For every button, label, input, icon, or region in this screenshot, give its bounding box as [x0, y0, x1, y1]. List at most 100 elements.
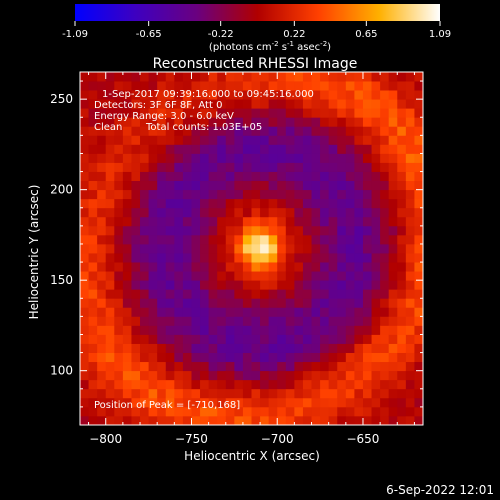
- heatmap-cell: [225, 198, 235, 209]
- heatmap-cell: [277, 207, 287, 218]
- plot-frame: [79, 71, 424, 426]
- heatmap-cell: [174, 253, 184, 263]
- heatmap-cell: [380, 352, 390, 363]
- heatmap-cell: [157, 126, 167, 136]
- heatmap-cell: [131, 370, 141, 381]
- heatmap-cell: [122, 289, 132, 299]
- heatmap-cell: [174, 225, 184, 236]
- heatmap-cell: [371, 289, 381, 299]
- heatmap-cell: [105, 144, 115, 154]
- heatmap-cell: [208, 135, 218, 145]
- heatmap-cell: [191, 216, 201, 227]
- heatmap-cell: [414, 361, 423, 372]
- heatmap-cell: [294, 171, 304, 182]
- heatmap-cell: [122, 144, 132, 154]
- heatmap-cell: [97, 126, 107, 136]
- heatmap-cell: [268, 262, 278, 272]
- heatmap-cell: [277, 415, 287, 425]
- heatmap-cell: [311, 262, 321, 272]
- heatmap-cell: [140, 280, 150, 290]
- heatmap-cell: [371, 189, 381, 200]
- heatmap-cell: [122, 99, 132, 109]
- heatmap-cell: [191, 325, 201, 335]
- heatmap-cell: [337, 117, 347, 127]
- heatmap-cell: [97, 81, 107, 91]
- heatmap-cell: [294, 316, 304, 326]
- heatmap-cell: [114, 135, 124, 145]
- heatmap-cell: [302, 316, 312, 326]
- heatmap-cell: [397, 126, 407, 136]
- heatmap-cell: [165, 289, 175, 299]
- heatmap-cell: [131, 171, 141, 182]
- heatmap-cell: [260, 361, 270, 372]
- heatmap-cell: [405, 144, 415, 154]
- heatmap-cell: [337, 171, 347, 182]
- heatmap-cell: [371, 216, 381, 227]
- heatmap-cell: [88, 234, 98, 245]
- heatmap-cell: [380, 298, 390, 308]
- heatmap-cell: [88, 171, 98, 182]
- heatmap-cell: [131, 135, 141, 145]
- heatmap-cell: [165, 352, 175, 363]
- heatmap-cell: [302, 298, 312, 308]
- heatmap-cell: [320, 126, 330, 136]
- heatmap-cell: [294, 253, 304, 263]
- heatmap-cell: [388, 415, 398, 425]
- heatmap-cell: [294, 361, 304, 372]
- heatmap-cell: [320, 72, 330, 82]
- heatmap-cell: [414, 126, 423, 136]
- heatmap-cell: [88, 370, 98, 381]
- heatmap-cell: [191, 262, 201, 272]
- heatmap-cell: [414, 189, 423, 200]
- heatmap-cell: [311, 207, 321, 218]
- heatmap-cell: [105, 81, 115, 91]
- heatmap-cell: [294, 99, 304, 109]
- heatmap-cell: [354, 189, 364, 200]
- heatmap-cell: [337, 271, 347, 281]
- annotations: 1-Sep-2017 09:39:16.000 to 09:45:16.000 …: [94, 89, 314, 411]
- heatmap-cell: [182, 343, 192, 353]
- heatmap-cell: [191, 234, 201, 245]
- heatmap-cell: [354, 352, 364, 363]
- heatmap-cell: [405, 243, 415, 254]
- heatmap-cell: [114, 361, 124, 372]
- heatmap-cell: [277, 90, 287, 100]
- heatmap-cell: [148, 361, 158, 372]
- heatmap-cell: [131, 325, 141, 335]
- heatmap-cell: [114, 370, 124, 381]
- heatmap-cell: [397, 207, 407, 218]
- heatmap-cell: [191, 171, 201, 182]
- heatmap-cell: [140, 379, 150, 390]
- heatmap-cell: [320, 388, 330, 399]
- heatmap-cell: [97, 234, 107, 245]
- heatmap-cell: [285, 180, 295, 191]
- heatmap-cell: [217, 207, 227, 218]
- heatmap-cell: [320, 180, 330, 191]
- heatmap-cell: [234, 262, 244, 272]
- heatmap-cell: [371, 316, 381, 326]
- heatmap-cell: [225, 343, 235, 353]
- heatmap-cell: [380, 171, 390, 182]
- heatmap-cell: [320, 262, 330, 272]
- heatmap-cell: [354, 171, 364, 182]
- heatmap-cell: [122, 379, 132, 390]
- heatmap-cell: [268, 117, 278, 127]
- heatmap-cell: [157, 361, 167, 372]
- heatmap-cell: [217, 72, 227, 82]
- heatmap-cell: [157, 225, 167, 236]
- heatmap-cell: [345, 298, 355, 308]
- heatmap-cell: [225, 415, 235, 425]
- heatmap-cell: [345, 126, 355, 136]
- heatmap-cell: [337, 253, 347, 263]
- heatmap-cell: [174, 334, 184, 344]
- heatmap-cell: [114, 162, 124, 172]
- heatmap-cell: [174, 234, 184, 245]
- heatmap-cell: [140, 153, 150, 163]
- heatmap-cell: [140, 72, 150, 82]
- heatmap-cell: [362, 298, 372, 308]
- heatmap-cell: [225, 144, 235, 154]
- heatmap-cell: [302, 379, 312, 390]
- heatmap-cell: [277, 72, 287, 82]
- heatmap-cell: [328, 388, 338, 399]
- heatmap-cell: [242, 289, 252, 299]
